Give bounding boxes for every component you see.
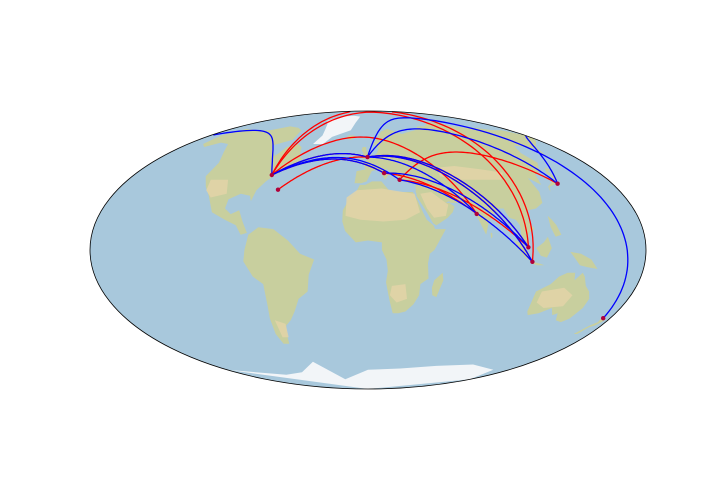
- airport-marker-ny: [269, 172, 274, 178]
- airport-marker-rome: [381, 170, 387, 176]
- land-philippines: [547, 215, 562, 237]
- route-blue-london-tokyo: [366, 128, 558, 185]
- airport-marker-tokyo: [555, 181, 560, 186]
- route-blue-ny-athens: [271, 156, 400, 181]
- land-antarctica: [227, 361, 494, 389]
- airport-marker-jakarta: [530, 259, 535, 264]
- airport-marker-singapore: [526, 245, 531, 250]
- land-greenland: [313, 115, 361, 144]
- route-blue-london-mumbai: [367, 156, 478, 215]
- globe-outline: [89, 110, 647, 390]
- route-blue-london-auckland: [366, 117, 629, 319]
- desert-us-southwest: [206, 179, 229, 198]
- route-red-ny-singapore: [271, 111, 530, 248]
- desert-australian-desert: [536, 287, 573, 308]
- route-blue-ny-tokyo: [213, 129, 559, 184]
- airport-layer: [269, 154, 606, 321]
- desert-kalahari: [389, 284, 407, 303]
- desert-arabian-desert: [420, 192, 449, 218]
- route-blue-athens-jakarta: [399, 179, 533, 263]
- route-red-ny-mumbai: [271, 136, 478, 215]
- land-indonesia-borneo: [536, 236, 552, 258]
- airport-marker-athens: [397, 177, 402, 182]
- airport-marker-auckland: [601, 316, 606, 321]
- land-new-guinea: [570, 251, 598, 269]
- route-red-athens-tokyo: [399, 151, 558, 185]
- route-red-athens-singapore: [399, 179, 529, 248]
- route-blue-london-jakarta: [367, 155, 533, 263]
- airport-marker-bermuda: [275, 187, 281, 192]
- route-blue-ny-london: [271, 152, 368, 176]
- route-blue-rome-singapore: [384, 172, 529, 248]
- route-red-bermuda-london: [277, 156, 368, 191]
- land-europe-asia: [354, 121, 549, 249]
- airport-marker-mumbai: [474, 211, 479, 217]
- land-madagascar: [431, 272, 444, 298]
- route-red-ny-jakarta: [271, 111, 534, 262]
- route-blue-london-singapore: [367, 154, 529, 248]
- route-layer: [213, 111, 629, 319]
- desert-patagonia: [274, 320, 289, 338]
- airport-marker-london: [365, 154, 370, 160]
- land-sri-lanka: [490, 232, 493, 239]
- desert-sahara: [345, 188, 420, 222]
- land-north-america: [203, 126, 303, 235]
- land-south-america: [243, 227, 315, 344]
- land-japan: [544, 167, 558, 192]
